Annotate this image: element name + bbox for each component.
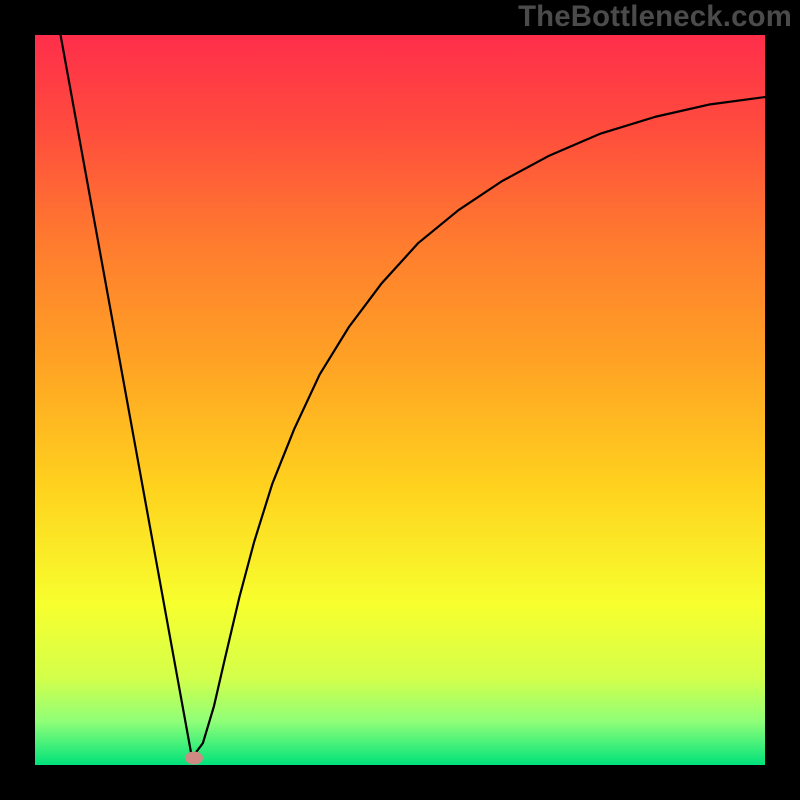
bottleneck-curve <box>35 35 765 765</box>
bottleneck-marker <box>185 751 203 764</box>
watermark-text: TheBottleneck.com <box>518 0 792 34</box>
chart-root: TheBottleneck.com <box>0 0 800 800</box>
plot-area <box>35 35 765 765</box>
